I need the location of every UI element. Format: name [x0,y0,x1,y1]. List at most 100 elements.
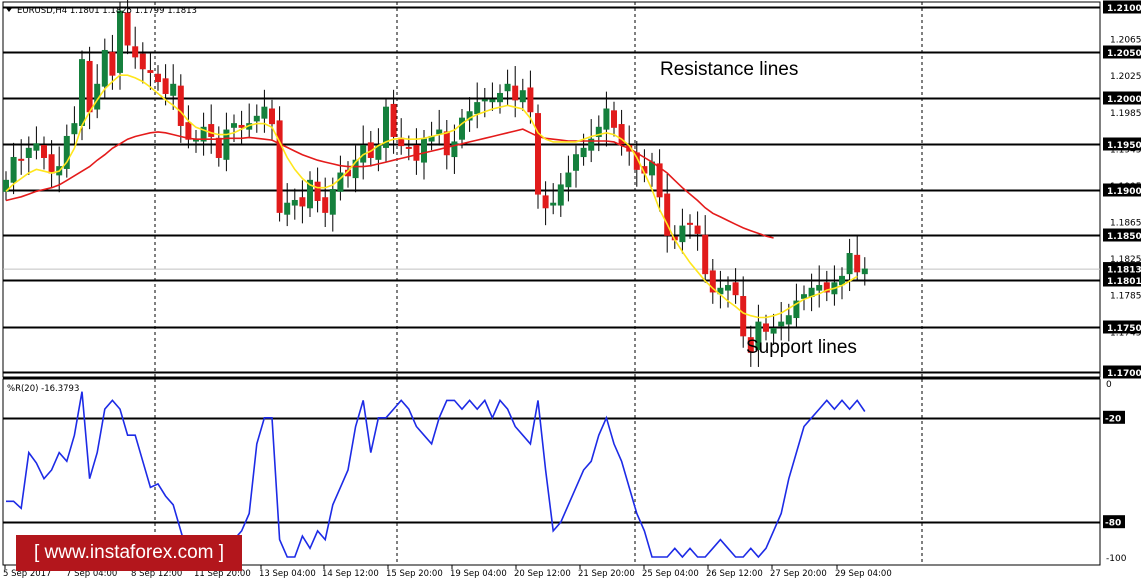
x-tick-label-6: 15 Sep 20:00 [386,569,443,579]
candle-body [231,123,237,128]
candle-body [732,282,739,296]
candle-body [770,328,777,334]
candle-body [709,270,716,293]
candle-body [618,124,625,145]
wpr-line [6,391,866,559]
price-tick-5: 1.1865 [1110,219,1142,229]
candle-body [117,10,123,73]
candle-body [185,122,192,140]
candle-body [3,179,9,192]
candle-body [63,135,70,169]
candle-body [291,199,298,206]
candle-body [823,282,830,293]
candle-body [41,145,47,158]
candle-body [801,294,807,299]
x-tick-label-10: 25 Sep 04:00 [642,569,699,579]
candle-body [276,120,283,213]
candle-body [383,106,389,148]
candle-body [314,181,321,201]
x-tick-label-3: 11 Sep 20:00 [194,569,251,579]
level-label-3: 1.1950 [1107,141,1142,151]
candle-body [656,163,663,198]
candle-body [421,138,427,163]
candle-body [413,145,420,161]
level-label-bg-6 [1103,273,1141,287]
candle-body [200,126,207,142]
price-tick-7: 1.1785 [1110,292,1142,302]
resistance-annotation: Resistance lines [660,59,798,80]
level-label-4: 1.1900 [1107,187,1142,197]
candle-body [86,60,93,113]
x-tick-label-1: 7 Sep 04:00 [66,569,117,579]
x-tick-label-7: 19 Sep 04:00 [450,569,507,579]
candle-body [747,337,754,353]
wpr-tick-2: -80 [1105,519,1121,529]
candle-body [519,90,526,103]
candle-body [793,300,800,319]
candle-body [466,111,473,121]
candle-body [846,253,853,275]
level-label-0: 1.2100 [1107,4,1142,14]
level-label-8: 1.1700 [1107,369,1142,379]
candle-body [816,285,823,291]
level-label-1: 1.2050 [1107,49,1142,59]
candle-body [603,108,610,130]
candle-body [71,123,78,135]
candle-body [565,172,572,188]
x-tick-label-8: 20 Sep 12:00 [514,569,571,579]
ma-fast-line [5,74,858,319]
candle-body [489,99,496,103]
wpr-tick-0: 0 [1106,380,1112,390]
level-label-5: 1.1850 [1107,232,1142,242]
candle-body [238,124,245,128]
candle-body [580,147,587,158]
candle-body [405,146,412,149]
level-label-bg-3 [1103,137,1141,151]
instaforex-watermark: [ www.instaforex.com ] [16,535,242,571]
candle-body [284,202,291,215]
level-label-bg-5 [1103,228,1141,242]
level-label-7: 1.1750 [1107,324,1142,334]
candle-body [33,143,40,151]
candle-body [595,126,602,137]
ma-slow-line [5,128,774,239]
candle-body [763,323,769,332]
level-label-6: 1.1801 [1107,277,1142,287]
candle-body [124,12,131,46]
current-price-label-bg [1103,262,1141,276]
candle-body [162,78,169,94]
candle-body [25,147,32,158]
candle-body [557,184,564,206]
candle-body [147,70,154,73]
candle-body [459,117,465,140]
x-tick-label-5: 14 Sep 12:00 [322,569,379,579]
candle-body [702,234,709,275]
candle-body [155,73,161,83]
candle-body [474,102,481,115]
candle-body [322,197,329,213]
candle-body [573,154,579,171]
candle-body [269,108,275,125]
candle-body [329,189,336,215]
level-label-bg-4 [1103,183,1141,197]
chart-header: EURUSD,H4 1.1801 1.1825 1.1799 1.1813 [17,6,197,16]
price-tick-0: 1.2065 [1110,36,1142,46]
candle-body [839,275,845,286]
candle-body [307,179,313,209]
wpr-tick-1: -20 [1105,414,1121,424]
candle-body [436,129,443,135]
candle-body [109,51,116,76]
price-tick-6: 1.1825 [1110,255,1142,265]
candle-body [740,296,747,337]
candle-body [299,197,306,207]
candle-body [785,315,792,325]
candle-body [443,131,450,156]
candle-body [755,321,762,351]
x-tick-label-4: 13 Sep 04:00 [259,569,316,579]
candle-body [664,193,671,236]
candle-body [352,159,359,179]
candle-body [588,138,595,151]
candle-body [223,129,230,160]
candle-body [215,137,222,158]
